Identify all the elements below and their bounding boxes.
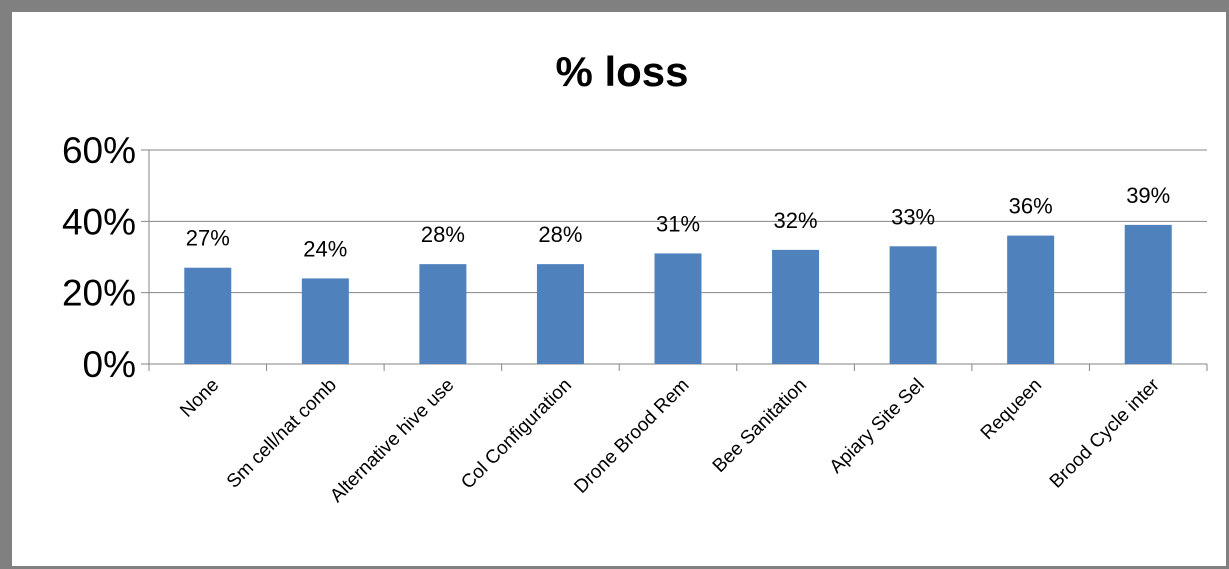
data-label: 24% [303,236,347,261]
x-tick-label: None [176,375,223,422]
y-tick-label: 20% [62,273,136,314]
data-label: 31% [656,211,700,236]
x-tick-label: Col Configuration [457,375,576,494]
x-tick-label: Drone Brood Rem [570,375,693,498]
x-tick-label: Requeen [977,375,1046,444]
bar [536,264,584,364]
bar [301,278,349,364]
y-tick-label: 40% [62,201,136,242]
data-label: 28% [538,222,582,247]
data-label: 39% [1126,183,1170,208]
x-tick-label: Brood Cycle inter [1046,374,1164,492]
y-tick-label: 60% [62,130,136,171]
x-tick-label: Bee Sanitation [709,375,811,477]
bar [654,253,702,364]
bar [1124,224,1172,364]
x-tick-label: Apiary Site Sel [826,375,929,478]
bar [184,267,232,364]
bars [184,224,1172,364]
data-label: 36% [1009,194,1053,219]
bar [1007,235,1055,364]
y-tick-label: 0% [83,344,136,385]
data-labels: 27% 24% 28% 28% 31% 32% 33% 36% 39% [186,183,1170,262]
data-label: 33% [891,204,935,229]
data-label: 28% [421,222,465,247]
chart-title: % loss [555,48,688,95]
data-label: 32% [774,208,818,233]
x-tick-label: Sm cell/nat comb [223,375,341,493]
x-tick-label: Alternative hive use [326,375,458,507]
bar [889,246,937,364]
bar [772,249,820,364]
y-axis-tick-labels: 0% 20% 40% 60% [62,130,136,385]
data-label: 27% [186,226,230,251]
bar [419,264,467,364]
